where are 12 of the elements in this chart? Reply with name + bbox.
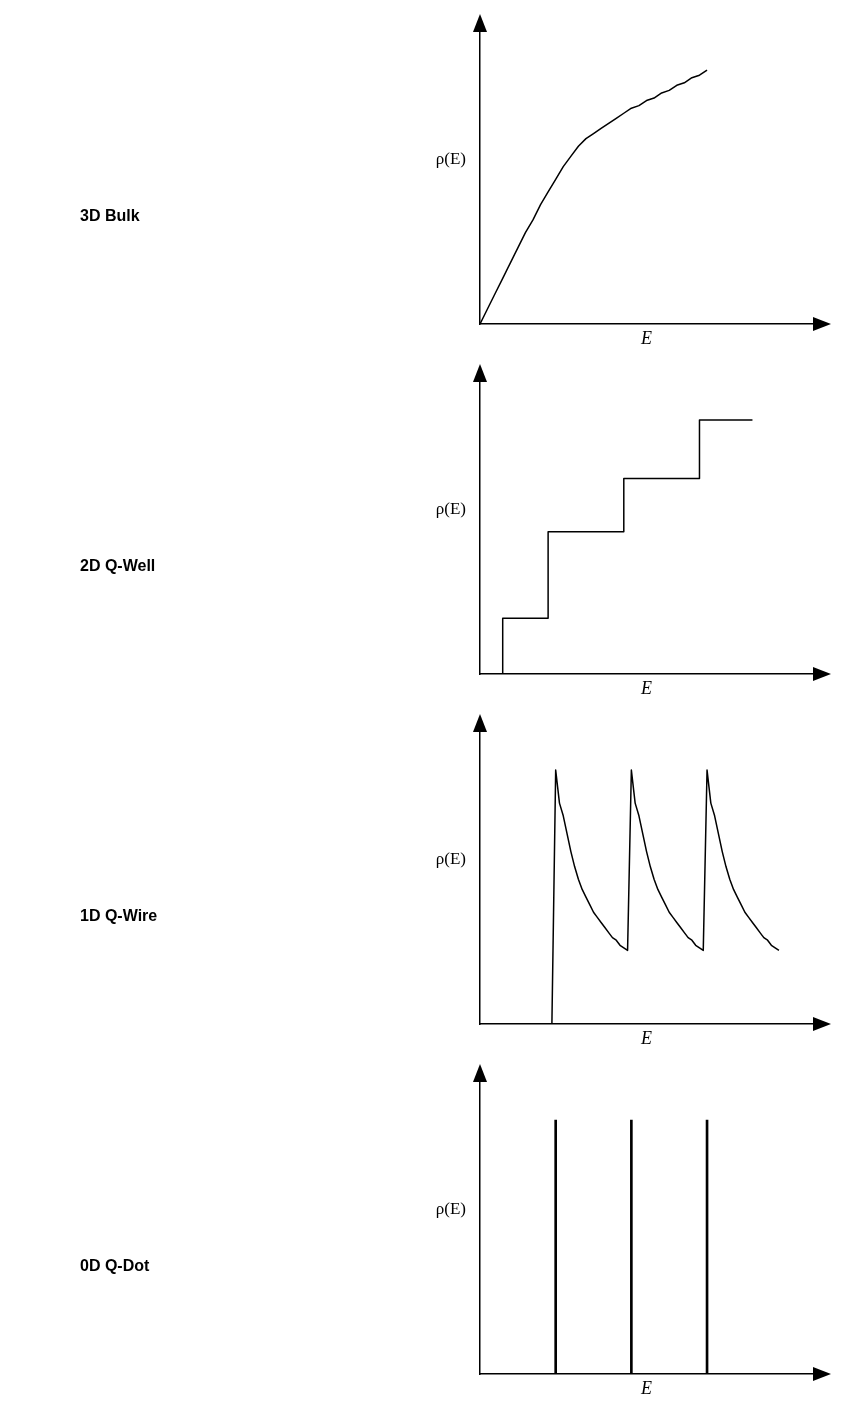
text: 3D Bulk [80,207,140,226]
x-axis-title: E [640,678,653,699]
x-axis-title: E [640,1028,653,1049]
y-axis-title: ρ(E) [435,1198,466,1219]
text: 1D Q-Wire [80,907,158,926]
y-axis-title: ρ(E) [435,848,466,869]
text: 2D Q-Well [80,557,156,576]
x-axis-title: E [640,328,653,349]
x-axis-title: E [640,1378,653,1399]
y-axis-title: ρ(E) [435,148,466,169]
text: 0D Q-Dot [80,1257,150,1276]
y-axis-title: ρ(E) [435,498,466,519]
